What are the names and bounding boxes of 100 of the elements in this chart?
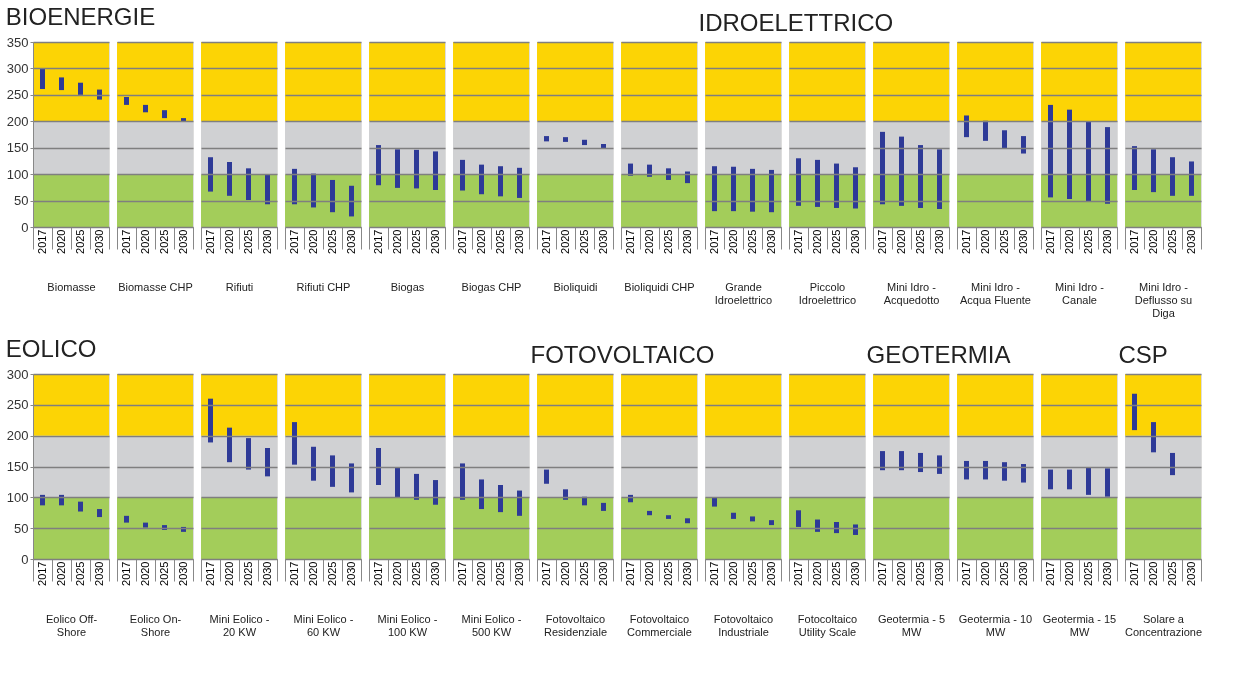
x-tick-label: 2025 — [746, 229, 758, 254]
x-tick-label: 2025 — [494, 561, 506, 586]
x-tick-label: 2020 — [559, 561, 571, 586]
x-tick-label: 2020 — [223, 561, 235, 586]
x-tick-label: 2017 — [708, 561, 720, 586]
y-tick-label: 50 — [14, 193, 29, 209]
x-tick-label: 2020 — [307, 229, 319, 254]
x-axis-title: Bioliquidi CHP — [624, 280, 695, 293]
bar — [685, 518, 690, 524]
x-tick-label: 2030 — [1101, 561, 1113, 586]
bar — [1021, 136, 1026, 154]
bar — [1151, 149, 1156, 193]
x-tick-label: 2020 — [139, 229, 151, 254]
x-tick-label: 2030 — [1185, 561, 1197, 586]
x-axis-title: Fotovoltaico Residenziale — [544, 612, 607, 638]
bar — [1067, 109, 1072, 199]
x-tick-label: 2025 — [830, 561, 842, 586]
bar — [517, 167, 522, 198]
x-tick-label: 2017 — [708, 229, 720, 254]
bar — [544, 136, 549, 142]
x-tick-label: 2020 — [559, 229, 571, 254]
x-tick-label: 2025 — [830, 229, 842, 254]
x-tick-label: 2025 — [74, 229, 86, 254]
bar — [78, 82, 83, 95]
x-tick-label: 2025 — [1082, 229, 1094, 254]
x-tick-label: 2030 — [597, 229, 609, 254]
x-tick-label: 2020 — [895, 229, 907, 254]
y-tick-label: 150 — [6, 459, 29, 474]
x-axis-title: Geotermia - 5 MW — [877, 612, 946, 638]
x-axis-title: Bioliquidi — [553, 280, 598, 293]
chart-title: CSP — [1118, 340, 1168, 368]
x-tick-label: 2030 — [1017, 561, 1029, 586]
bar — [544, 469, 549, 484]
bar — [712, 497, 717, 507]
bar — [582, 139, 587, 146]
bar — [628, 163, 633, 176]
x-tick-label: 2017 — [372, 561, 384, 586]
x-tick-label: 2030 — [345, 229, 357, 254]
x-tick-label: 2017 — [960, 229, 972, 254]
x-tick-label: 2017 — [120, 561, 132, 586]
x-tick-label: 2025 — [914, 229, 926, 254]
x-tick-label: 2020 — [727, 229, 739, 254]
bar — [460, 463, 465, 500]
x-tick-label: 2020 — [1147, 561, 1159, 586]
x-tick-label: 2030 — [1101, 229, 1113, 254]
x-tick-label: 2030 — [1017, 229, 1029, 254]
y-tick-label: 250 — [6, 397, 29, 413]
x-tick-label: 2025 — [578, 229, 590, 254]
x-tick-label: 2030 — [681, 561, 693, 586]
x-tick-label: 2020 — [223, 229, 235, 254]
bar — [880, 131, 885, 205]
bar — [1002, 130, 1007, 149]
x-tick-label: 2020 — [727, 561, 739, 586]
x-tick-label: 2025 — [242, 561, 254, 586]
x-tick-label: 2020 — [1063, 561, 1075, 586]
x-tick-label: 2020 — [1147, 229, 1159, 254]
x-tick-label: 2020 — [643, 229, 655, 254]
chart-title: BIOENERGIE — [5, 2, 156, 30]
bar — [330, 179, 335, 213]
x-axis-title: Fotovoltaico Industriale — [713, 612, 774, 638]
bar — [460, 159, 465, 191]
x-tick-label: 2017 — [372, 229, 384, 254]
x-tick-label: 2030 — [429, 561, 441, 586]
bar — [414, 473, 419, 500]
y-tick-label: 100 — [6, 166, 29, 182]
bar — [498, 485, 503, 513]
x-tick-label: 2020 — [475, 229, 487, 254]
x-tick-label: 2030 — [345, 561, 357, 586]
x-tick-label: 2030 — [429, 229, 441, 254]
x-tick-label: 2020 — [391, 229, 403, 254]
bar — [1048, 104, 1053, 198]
x-tick-label: 2017 — [288, 229, 300, 254]
x-tick-label: 2030 — [1185, 229, 1197, 254]
y-tick-label: 100 — [6, 489, 29, 505]
x-tick-label: 2025 — [158, 561, 170, 586]
chart-title: FOTOVOLTAICO — [530, 340, 715, 368]
bar — [311, 446, 316, 481]
x-tick-label: 2025 — [242, 229, 254, 254]
x-axis-title: Rifiuti CHP — [296, 280, 351, 293]
bar — [292, 422, 297, 465]
chart-title: GEOTERMIA — [866, 340, 1011, 368]
x-tick-label: 2017 — [876, 561, 888, 586]
bar — [1086, 121, 1091, 202]
bar — [311, 173, 316, 208]
bar — [1170, 157, 1175, 196]
x-tick-label: 2020 — [979, 229, 991, 254]
bar — [853, 524, 858, 535]
x-axis-title: Biomasse — [47, 280, 96, 293]
bar — [563, 489, 568, 500]
x-tick-label: 2025 — [578, 561, 590, 586]
x-tick-label: 2017 — [204, 561, 216, 586]
x-tick-label: 2020 — [55, 229, 67, 254]
bar — [208, 157, 213, 192]
x-tick-label: 2020 — [307, 561, 319, 586]
x-tick-label: 2017 — [540, 561, 552, 586]
x-axis-title: Grande Idroelettrico — [714, 280, 773, 306]
x-tick-label: 2017 — [540, 229, 552, 254]
x-tick-label: 2030 — [513, 229, 525, 254]
bar — [227, 161, 232, 196]
bar — [563, 137, 568, 142]
